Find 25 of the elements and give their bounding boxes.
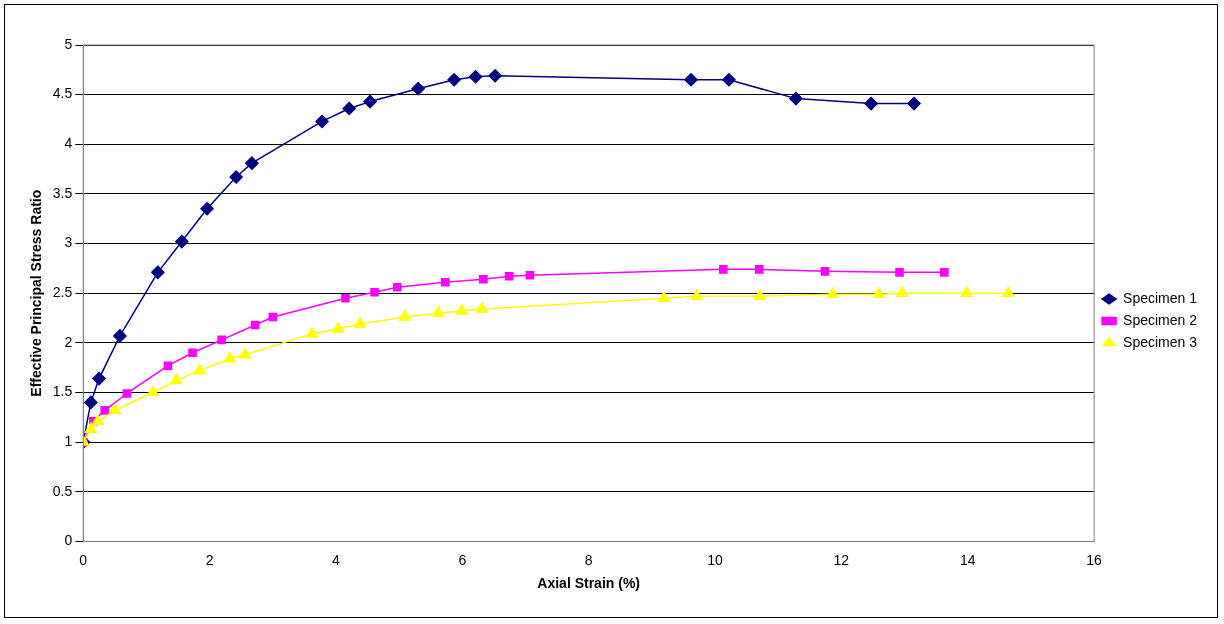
y-tick-label: 0 bbox=[64, 532, 73, 549]
legend-label: Specimen 2 bbox=[1123, 311, 1198, 328]
y-tick-label: 3 bbox=[64, 234, 73, 251]
y-tick-label: 4.5 bbox=[52, 85, 73, 102]
legend-label: Specimen 1 bbox=[1123, 289, 1198, 306]
legend-label: Specimen 3 bbox=[1123, 333, 1198, 350]
y-tick-label: 2 bbox=[64, 333, 73, 350]
y-tick-label: 0.5 bbox=[52, 482, 73, 499]
x-axis-title: Axial Strain (%) bbox=[537, 575, 641, 592]
y-tick-label: 4 bbox=[64, 135, 73, 152]
y-tick-label: 3.5 bbox=[52, 184, 73, 201]
x-tick-label: 10 bbox=[707, 551, 724, 568]
y-tick-label: 2.5 bbox=[52, 284, 73, 301]
y-tick-label: 5 bbox=[64, 35, 73, 52]
x-tick-label: 6 bbox=[458, 551, 467, 568]
x-tick-label: 16 bbox=[1086, 551, 1103, 568]
y-tick-label: 1.5 bbox=[52, 383, 73, 400]
y-tick-label: 1 bbox=[64, 432, 73, 449]
y-axis-title: Effective Principal Stress Ratio bbox=[28, 189, 45, 397]
x-tick-label: 0 bbox=[79, 551, 88, 568]
x-tick-label: 12 bbox=[833, 551, 850, 568]
x-tick-label: 2 bbox=[205, 551, 214, 568]
x-tick-label: 14 bbox=[959, 551, 976, 568]
x-tick-label: 4 bbox=[332, 551, 341, 568]
x-tick-label: 8 bbox=[584, 551, 593, 568]
